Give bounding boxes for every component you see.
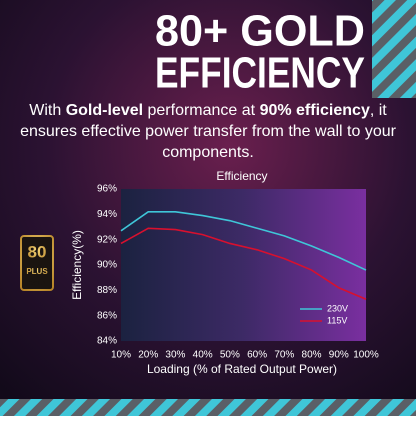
y-tick-label: 94% — [97, 209, 117, 220]
x-tick-label: 40% — [193, 350, 213, 361]
x-tick-label: 90% — [329, 350, 349, 361]
x-tick-label: 20% — [138, 350, 158, 361]
headline: EFFICIENCY — [155, 49, 365, 98]
badge-number: 80 — [28, 242, 47, 261]
chart-title: Efficiency — [216, 169, 267, 183]
y-tick-label: 96% — [97, 184, 117, 195]
x-tick-label: 50% — [220, 350, 240, 361]
legend-label: 230V — [327, 303, 348, 313]
x-tick-label: 30% — [165, 350, 185, 361]
y-tick-label: 86% — [97, 310, 117, 321]
headline: 80+ GOLD — [155, 7, 365, 56]
badge-frame — [20, 235, 54, 291]
y-tick-label: 90% — [97, 260, 117, 271]
badge-plus: PLUS — [26, 267, 48, 276]
badge-level: GOLD — [28, 282, 46, 288]
badge: 80 PLUS GOLD — [20, 235, 54, 291]
x-tick-label: 80% — [302, 350, 322, 361]
stripe-decoration — [372, 0, 416, 98]
y-tick-label: 88% — [97, 285, 117, 296]
intro-part: With — [29, 102, 66, 119]
legend-label: 115V — [327, 315, 347, 325]
x-axis-label: Loading (% of Rated Output Power) — [147, 362, 337, 376]
plot-area — [121, 189, 366, 341]
y-tick-label: 92% — [97, 234, 117, 245]
intro-text: With Gold-level performance at 90% effic… — [8, 100, 408, 163]
intro-part: performance at — [143, 102, 260, 119]
intro-part: Gold-level — [65, 102, 144, 119]
stripe-decoration — [0, 399, 416, 416]
y-axis-label: Efficiency(%) — [70, 230, 84, 300]
intro-part: 90% efficiency — [259, 102, 370, 119]
series-line — [120, 211, 367, 271]
x-tick-label: 10% — [111, 350, 131, 361]
x-tick-label: 100% — [353, 350, 379, 361]
x-tick-label: 60% — [247, 350, 267, 361]
series-line — [120, 227, 367, 300]
x-tick-label: 70% — [274, 350, 294, 361]
intro-part: , it ensures effective power transfer fr… — [20, 102, 396, 161]
y-tick-label: 84% — [97, 336, 117, 347]
